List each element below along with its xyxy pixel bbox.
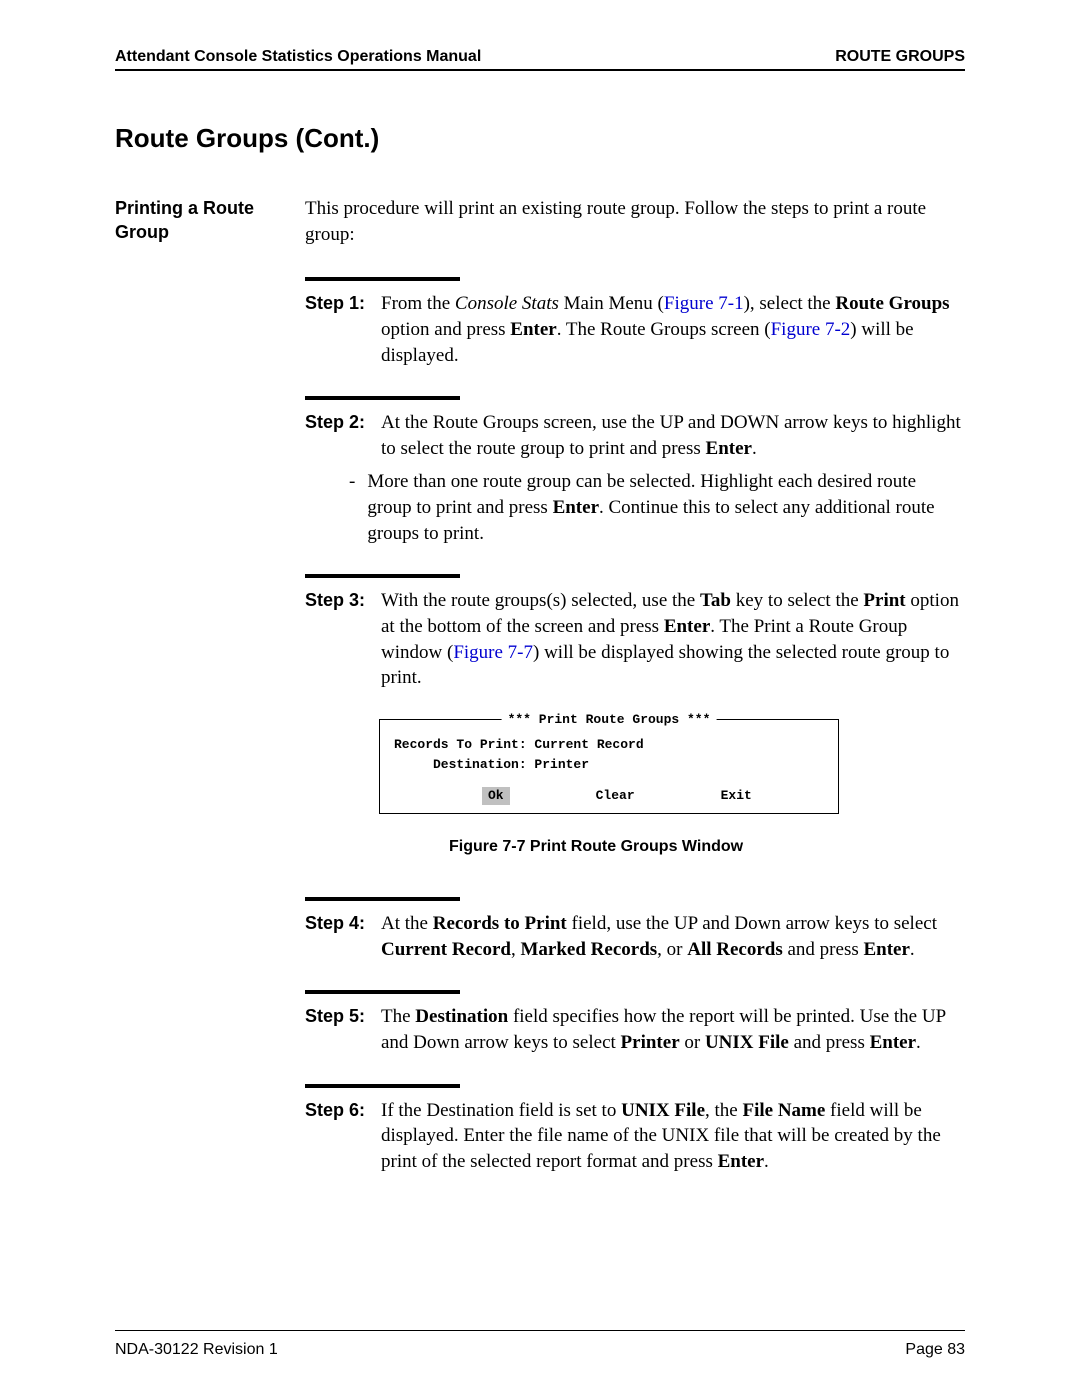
step-1: Step 1: From the Console Stats Main Menu… [305,277,965,368]
step-5-label: Step 5: [305,1004,373,1055]
step-3: Step 3: With the route groups(s) selecte… [305,574,965,691]
dialog-title: *** Print Route Groups *** [502,711,717,729]
link-fig-7-2[interactable]: Figure 7-2 [771,319,851,340]
dialog-records-line: Records To Print: Current Record [394,736,824,754]
page-footer: NDA-30122 Revision 1 Page 83 [115,1330,965,1359]
step-rule [305,897,460,901]
step-6-label: Step 6: [305,1098,373,1175]
step-rule [305,1084,460,1088]
step-5: Step 5: The Destination field specifies … [305,990,965,1055]
step-6-text: If the Destination field is set to UNIX … [381,1098,965,1175]
dialog-exit-button[interactable]: Exit [721,787,752,805]
section-title: Route Groups (Cont.) [115,123,965,154]
step-4-text: At the Records to Print field, use the U… [381,911,965,962]
step-3-text: With the route groups(s) selected, use t… [381,588,965,691]
step-4-label: Step 4: [305,911,373,962]
step-rule [305,396,460,400]
intro-text: This procedure will print an existing ro… [305,196,965,247]
step-2-bullet: - More than one route group can be selec… [349,469,965,546]
footer-left: NDA-30122 Revision 1 [115,1341,278,1359]
print-route-groups-dialog: *** Print Route Groups *** Records To Pr… [379,719,839,814]
dialog-ok-button[interactable]: Ok [482,787,510,805]
step-1-label: Step 1: [305,291,373,368]
step-2-label: Step 2: [305,410,373,461]
header-left: Attendant Console Statistics Operations … [115,48,481,66]
figure-caption: Figure 7-7 Print Route Groups Window [449,836,965,858]
footer-right: Page 83 [905,1341,965,1359]
step-rule [305,574,460,578]
header-right: ROUTE GROUPS [835,48,965,66]
bullet-dash: - [349,469,355,546]
figure-7-7: *** Print Route Groups *** Records To Pr… [379,719,965,857]
step-rule [305,277,460,281]
subsection-title: Printing a Route Group [115,196,305,1203]
step-6: Step 6: If the Destination field is set … [305,1084,965,1175]
step-2-bullet-text: More than one route group can be selecte… [367,469,965,546]
link-fig-7-1[interactable]: Figure 7-1 [664,293,744,314]
step-4: Step 4: At the Records to Print field, u… [305,897,965,962]
page-header: Attendant Console Statistics Operations … [115,48,965,71]
step-2-text: At the Route Groups screen, use the UP a… [381,410,965,461]
step-2: Step 2: At the Route Groups screen, use … [305,396,965,546]
link-fig-7-7[interactable]: Figure 7-7 [453,642,533,663]
step-3-label: Step 3: [305,588,373,691]
dialog-destination-line: Destination: Printer [394,756,824,774]
dialog-clear-button[interactable]: Clear [596,787,635,805]
step-rule [305,990,460,994]
step-1-text: From the Console Stats Main Menu (Figure… [381,291,965,368]
step-5-text: The Destination field specifies how the … [381,1004,965,1055]
